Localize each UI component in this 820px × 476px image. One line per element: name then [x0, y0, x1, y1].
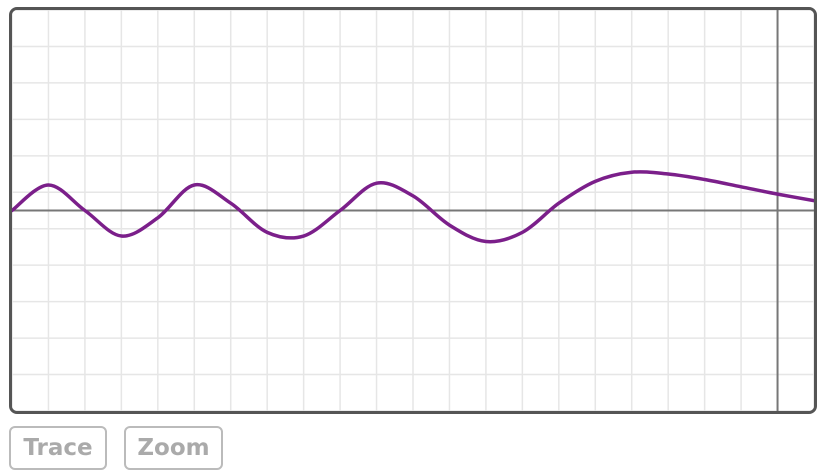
- series-layer: [12, 170, 814, 244]
- graph-canvas[interactable]: [9, 7, 817, 414]
- axes: [12, 10, 814, 411]
- zoom-button[interactable]: Zoom: [124, 426, 223, 470]
- plot-area[interactable]: [12, 10, 814, 411]
- series-line-0: [12, 170, 814, 244]
- trace-button[interactable]: Trace: [9, 426, 107, 470]
